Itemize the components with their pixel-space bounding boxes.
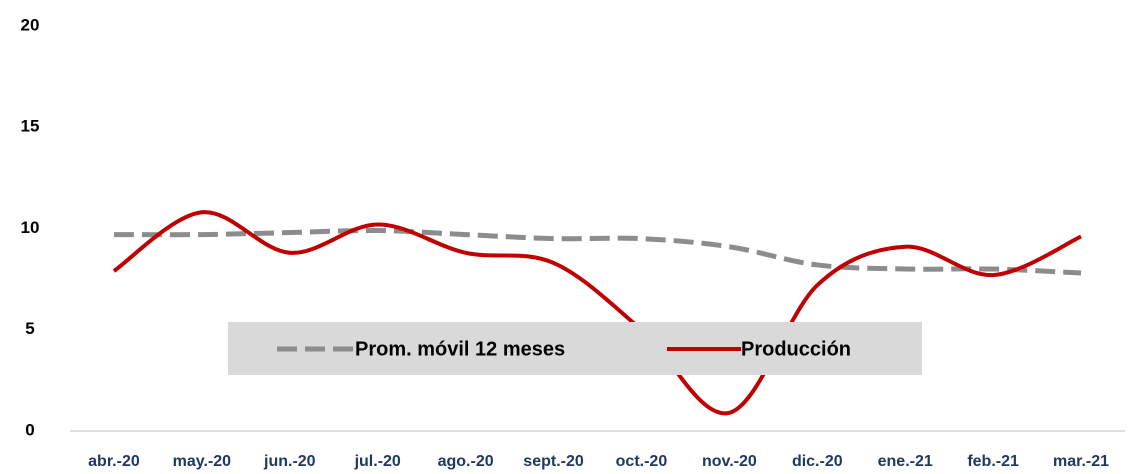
x-tick-label: jun.-20 bbox=[263, 453, 316, 470]
y-tick-label: 0 bbox=[25, 420, 34, 439]
x-tick-label: may.-20 bbox=[173, 453, 232, 470]
y-tick-label: 10 bbox=[21, 218, 40, 237]
legend: Prom. móvil 12 meses Producción bbox=[277, 338, 851, 360]
x-tick-label: feb.-21 bbox=[967, 453, 1019, 470]
legend-label: Producción bbox=[741, 338, 851, 360]
y-tick-label: 5 bbox=[25, 319, 34, 338]
x-tick-label: oct.-20 bbox=[616, 453, 668, 470]
x-tick-label: ene.-21 bbox=[878, 453, 933, 470]
y-tick-label: 15 bbox=[21, 117, 40, 136]
x-tick-label: nov.-20 bbox=[702, 453, 757, 470]
x-tick-label: sept.-20 bbox=[523, 453, 584, 470]
plot-area bbox=[112, 210, 1082, 416]
x-tick-label: ago.-20 bbox=[438, 453, 494, 470]
x-tick-label: jul.-20 bbox=[354, 453, 401, 470]
x-tick-label: mar.-21 bbox=[1053, 453, 1109, 470]
series-line bbox=[112, 210, 1082, 416]
x-tick-label: abr.-20 bbox=[88, 453, 140, 470]
x-tick-label: dic.-20 bbox=[792, 453, 843, 470]
legend-label: Prom. móvil 12 meses bbox=[355, 338, 565, 360]
y-tick-label: 20 bbox=[21, 15, 40, 34]
series-line bbox=[113, 227, 1082, 276]
